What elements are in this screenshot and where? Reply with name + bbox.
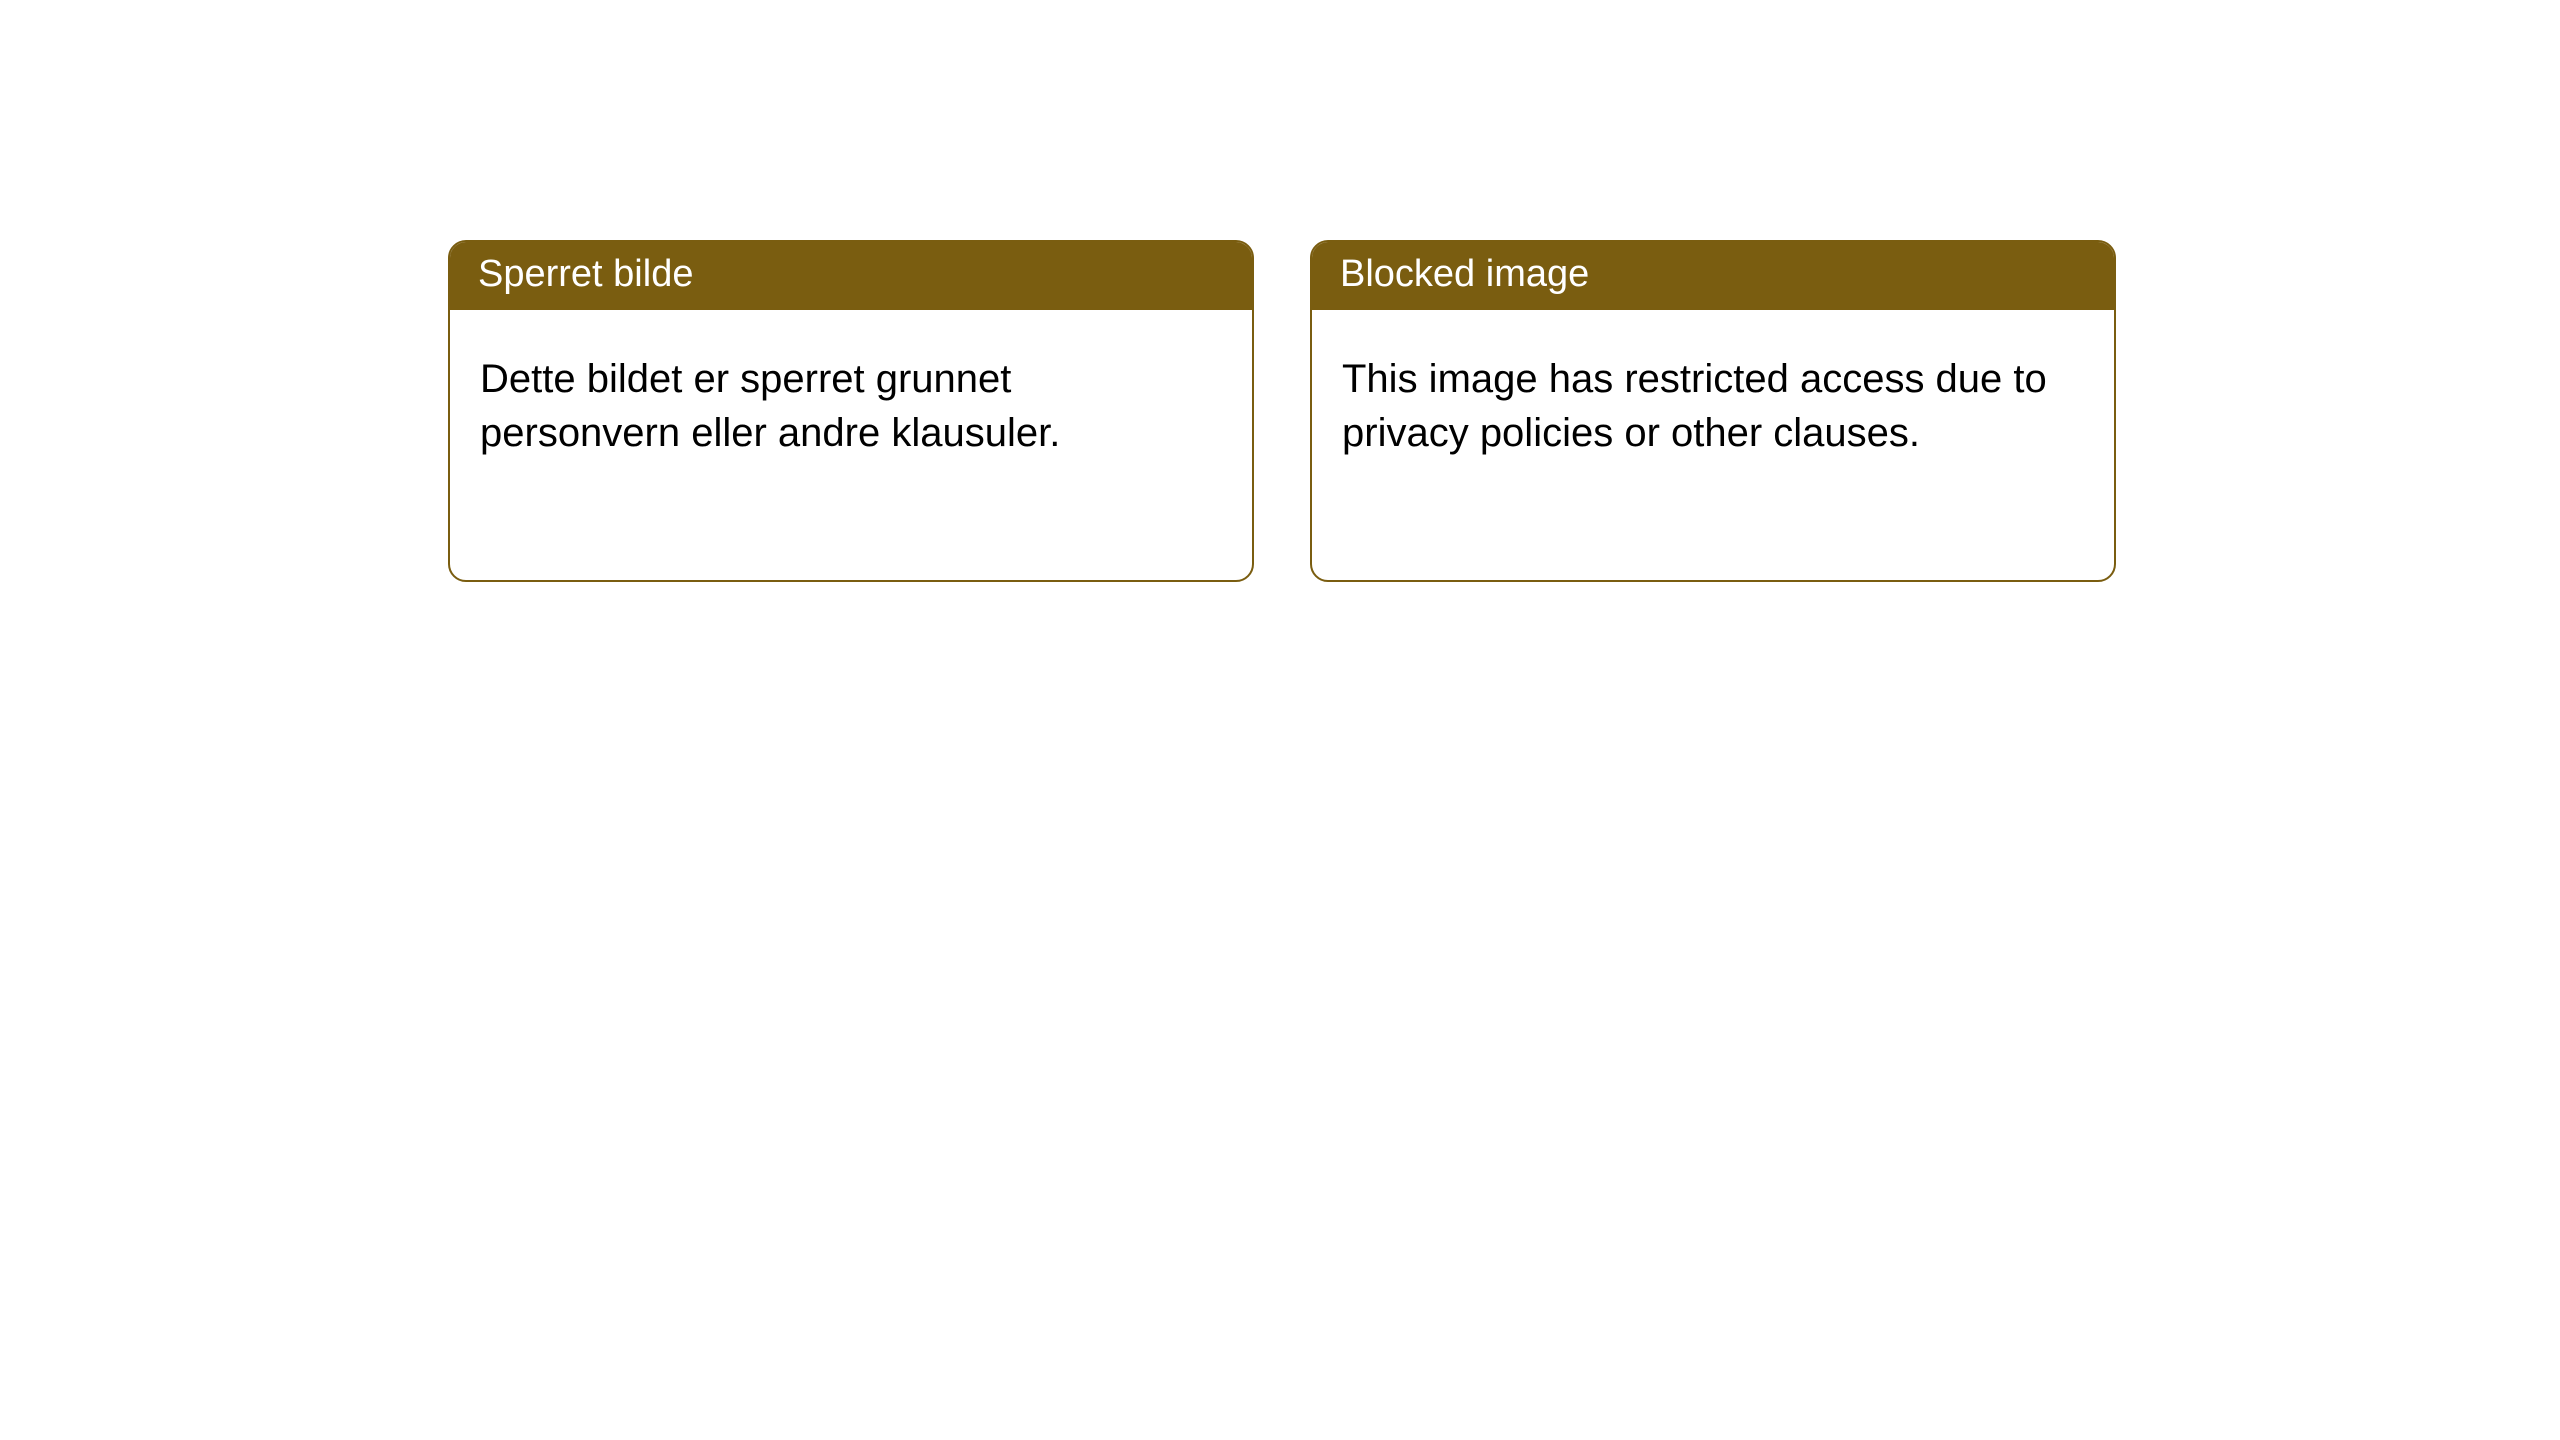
notice-card-body: Dette bildet er sperret grunnet personve… [450,310,1252,580]
notice-card-title: Blocked image [1312,242,2114,310]
notice-card-title: Sperret bilde [450,242,1252,310]
notice-card-body: This image has restricted access due to … [1312,310,2114,580]
notice-cards-container: Sperret bilde Dette bildet er sperret gr… [0,0,2560,582]
notice-card-norwegian: Sperret bilde Dette bildet er sperret gr… [448,240,1254,582]
notice-card-english: Blocked image This image has restricted … [1310,240,2116,582]
